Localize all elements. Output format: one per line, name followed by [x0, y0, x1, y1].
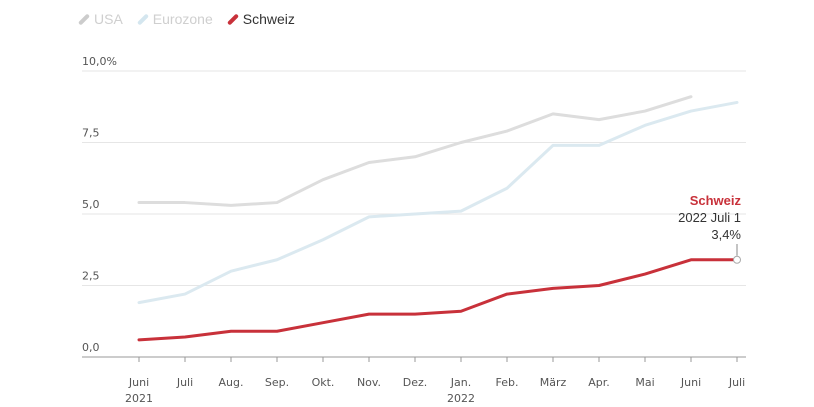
legend-label: Eurozone [152, 11, 213, 27]
y-tick-label: 2,5 [82, 270, 100, 283]
series-line-schweiz [137, 258, 739, 342]
x-tick-label: März [540, 376, 567, 389]
legend-item-schweiz[interactable]: Schweiz [226, 11, 295, 27]
x-tick-label: Aug. [219, 376, 244, 389]
x-tick-label: Juli [728, 376, 745, 389]
x-tick-label: Nov. [357, 376, 381, 389]
x-tick-label: Okt. [312, 376, 335, 389]
legend-label: Schweiz [242, 11, 295, 27]
x-tick-label: Juni [128, 376, 149, 389]
y-tick-label: 0,0 [82, 341, 100, 354]
legend-item-eurozone[interactable]: Eurozone [136, 11, 213, 27]
annotation-marker [733, 255, 741, 264]
y-tick-label: 10,0% [82, 55, 117, 68]
legend-label: USA [94, 11, 123, 27]
series-line-usa [137, 95, 693, 207]
x-tick-label: Mai [635, 376, 654, 389]
x-tick-label: Juli [176, 376, 193, 389]
x-tick-label: Feb. [496, 376, 519, 389]
legend: USA Eurozone Schweiz [77, 11, 295, 27]
annotation-value: 3,4% [711, 227, 741, 242]
series-line-eurozone [137, 100, 739, 305]
x-year-label: 2022 [447, 392, 475, 405]
y-tick-label: 7,5 [82, 127, 100, 140]
x-tick-label: Juni [680, 376, 701, 389]
x-tick-label: Apr. [588, 376, 610, 389]
x-tick-label: Jan. [450, 376, 471, 389]
x-year-label: 2021 [125, 392, 153, 405]
y-tick-label: 5,0 [82, 198, 100, 211]
legend-item-usa[interactable]: USA [77, 11, 123, 27]
annotation-series-name: Schweiz [690, 193, 742, 208]
annotation-date: 2022 Juli 1 [678, 210, 741, 225]
x-tick-label: Dez. [403, 376, 428, 389]
x-tick-label: Sep. [265, 376, 289, 389]
